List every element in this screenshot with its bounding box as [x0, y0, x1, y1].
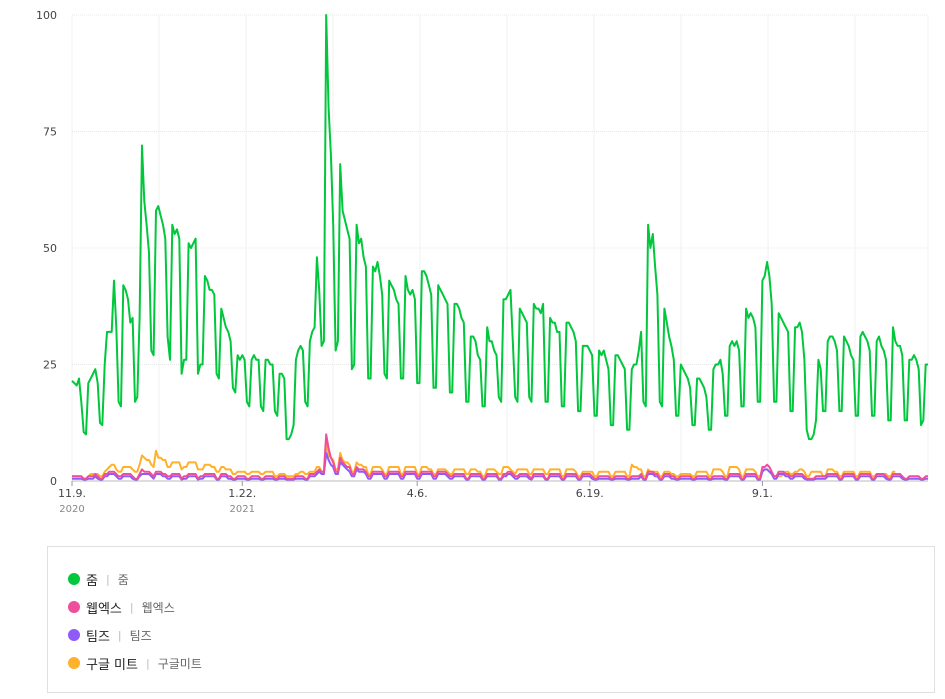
x-axis: 11.9. 2020 1.22. 2021 4.6. 6.19. 9.1.	[58, 481, 773, 515]
chart-lines	[71, 14, 928, 481]
legend-label: 구글 미트	[86, 657, 138, 673]
legend-separator: |	[117, 628, 122, 642]
x-tick-label: 6.19.	[576, 487, 604, 500]
legend-item-zoom[interactable]: 줌 | 줌	[68, 569, 129, 589]
y-tick-label: 75	[43, 126, 57, 139]
x-tick-year: 2021	[230, 504, 255, 515]
legend-dot-google-meet	[68, 657, 80, 669]
legend-separator: |	[105, 572, 110, 586]
legend-item-teams[interactable]: 팀즈 | 팀즈	[68, 625, 152, 645]
y-tick-label: 0	[50, 475, 57, 488]
series-line-3	[72, 442, 896, 480]
legend-keywords: 줌	[117, 572, 129, 587]
x-tick-label: 1.22.	[228, 487, 256, 500]
x-tick-label: 9.1.	[752, 487, 773, 500]
x-tick-label: 11.9.	[58, 487, 86, 500]
legend-item-google-meet[interactable]: 구글 미트 | 구글미트	[68, 653, 202, 673]
legend-dot-webex	[68, 601, 80, 613]
legend-keywords: 웹엑스	[141, 600, 175, 615]
legend-label: 줌	[86, 573, 98, 589]
x-tick-label: 4.6.	[407, 487, 428, 500]
legend-item-webex[interactable]: 웹엑스 | 웹엑스	[68, 597, 175, 617]
legend-label: 팀즈	[86, 629, 110, 645]
legend-label: 웹엑스	[86, 601, 122, 617]
y-axis: 0 25 50 75 100	[36, 9, 57, 488]
legend: 줌 | 줌 웹엑스 | 웹엑스 팀즈 | 팀즈 구글 미트 | 구글미트	[47, 546, 935, 693]
y-tick-label: 50	[43, 242, 57, 255]
legend-separator: |	[129, 600, 134, 614]
chart-grid	[71, 14, 929, 482]
legend-separator: |	[145, 656, 150, 670]
legend-keywords: 구글미트	[157, 656, 202, 671]
legend-dot-teams	[68, 629, 80, 641]
legend-dot-zoom	[68, 573, 80, 585]
series-line-0	[71, 14, 928, 441]
legend-keywords: 팀즈	[129, 628, 152, 643]
y-tick-label: 100	[36, 9, 57, 22]
y-tick-label: 25	[43, 359, 57, 372]
x-tick-year: 2020	[59, 504, 84, 515]
line-chart: 0 25 50 75 100 11.9. 2020 1.22. 2021 4.6. 6.19. 9.…	[36, 9, 929, 515]
series-line-1	[72, 433, 928, 480]
